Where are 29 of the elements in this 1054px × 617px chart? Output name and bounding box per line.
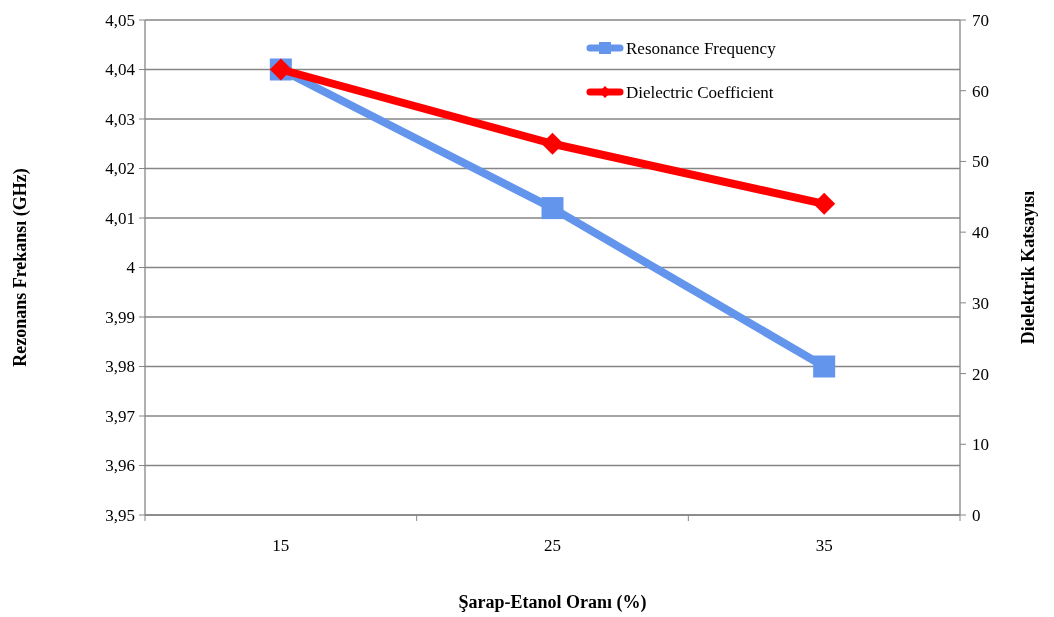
y2-axis-title: Dielektrik Katsayısı <box>1018 190 1038 345</box>
y-tick-label: 3,97 <box>105 406 136 426</box>
x-tick-label: 25 <box>544 536 561 555</box>
y2-tick-label: 20 <box>972 364 989 384</box>
y2-tick-label: 30 <box>972 293 989 313</box>
x-tick-label: 35 <box>815 536 833 555</box>
y-tick-label: 4,02 <box>105 159 135 179</box>
y-tick-label: 4 <box>126 258 136 278</box>
legend-label: Resonance Frequency <box>626 38 777 58</box>
y-tick-label: 3,95 <box>105 505 135 525</box>
y-tick-label: 3,96 <box>105 456 135 476</box>
x-axis-title: Şarap-Etanol Oranı (%) <box>458 592 647 613</box>
y2-tick-label: 50 <box>972 152 989 172</box>
y-tick-label: 3,99 <box>105 307 135 327</box>
y-tick-label: 3,98 <box>105 357 135 377</box>
y-tick-label: 4,04 <box>105 60 136 80</box>
y2-tick-label: 60 <box>972 81 989 101</box>
y-tick-label: 4,03 <box>105 109 135 129</box>
legend-label: Dielectric Coefficient <box>626 82 774 102</box>
y2-tick-label: 0 <box>972 505 981 525</box>
y-tick-label: 4,05 <box>105 10 135 30</box>
point <box>541 197 564 220</box>
y-tick-label: 4,01 <box>105 208 135 228</box>
y-axis-title: Rezonans Frekansı (GHz) <box>10 168 31 367</box>
x-tick-label: 15 <box>272 536 290 555</box>
y2-tick-label: 70 <box>972 10 989 30</box>
y2-tick-label: 40 <box>972 223 989 243</box>
y2-tick-label: 10 <box>972 435 989 455</box>
point <box>813 355 836 378</box>
